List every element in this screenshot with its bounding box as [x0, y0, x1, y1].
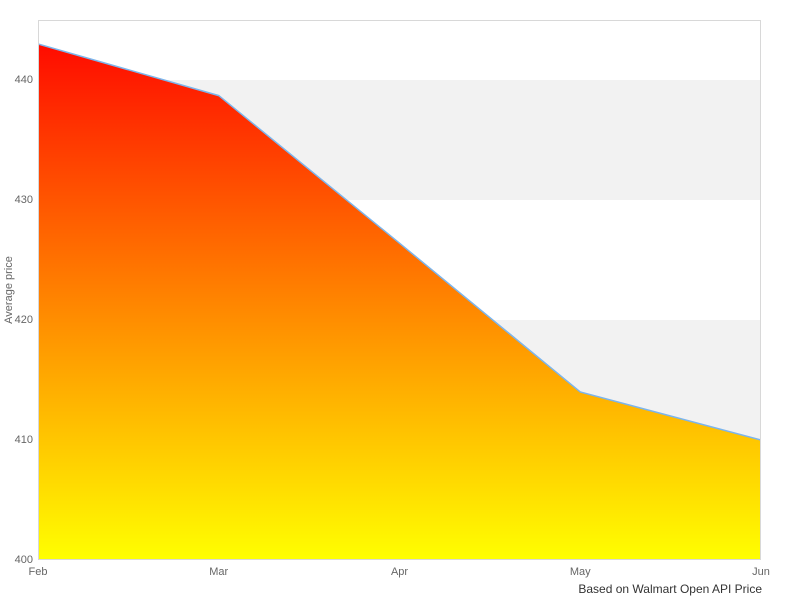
x-tick-label: Feb: [28, 566, 48, 578]
plot-area: [38, 20, 761, 560]
series-line: [38, 43, 761, 441]
area-chart-svg: [38, 43, 761, 560]
x-tick-label: Mar: [209, 566, 229, 578]
y-tick-label: 440: [14, 74, 33, 86]
y-tick-label: 430: [14, 194, 33, 206]
y-tick-label: 420: [14, 314, 33, 326]
plot-band: [38, 20, 761, 80]
x-tick-label: May: [569, 566, 591, 578]
y-tick-label: 400: [14, 554, 33, 566]
x-tick-label: Apr: [390, 566, 409, 578]
x-tick-label: Jun: [752, 566, 770, 578]
area-series[interactable]: [38, 44, 761, 560]
chart-caption: Based on Walmart Open API Price: [578, 582, 762, 596]
y-tick-label: 410: [14, 434, 33, 446]
